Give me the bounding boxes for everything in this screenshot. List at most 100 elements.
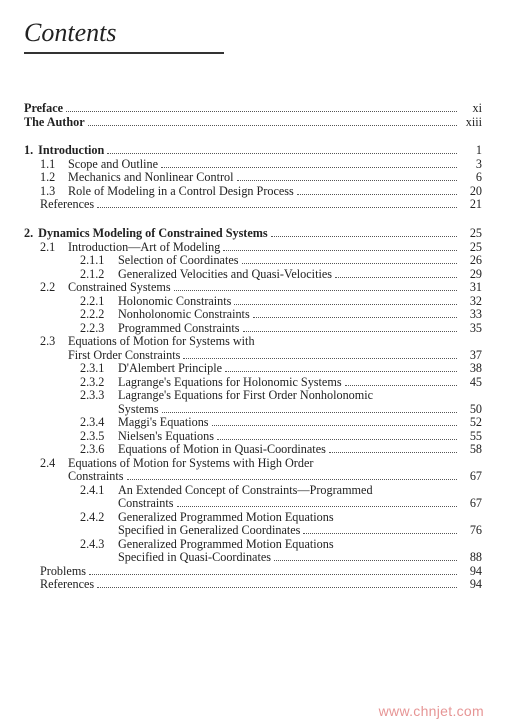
leader-dots	[97, 207, 457, 208]
entry-page: 58	[460, 443, 482, 455]
entry-page: 50	[460, 403, 482, 415]
leader-dots	[297, 194, 457, 195]
entry-label: Systems	[118, 403, 159, 415]
toc-section-2-2: 2.2 Constrained Systems 31	[24, 281, 482, 293]
entry-number: 2.3.3	[80, 389, 118, 401]
leader-dots	[162, 412, 457, 413]
toc-chapter-2: 2. Dynamics Modeling of Constrained Syst…	[24, 227, 482, 239]
entry-number: 2.2.2	[80, 308, 118, 320]
entry-number: 1.2	[40, 171, 68, 183]
toc-subsection-2-3-1: 2.3.1 D'Alembert Principle 38	[24, 362, 482, 374]
leader-dots	[88, 125, 457, 126]
entry-page: 88	[460, 551, 482, 563]
entry-label: Equations of Motion for Systems with	[68, 335, 255, 347]
entry-label: Constraints	[118, 497, 174, 509]
leader-dots	[127, 479, 457, 480]
leader-dots	[161, 167, 457, 168]
toc-subsection-2-1-2: 2.1.2 Generalized Velocities and Quasi-V…	[24, 268, 482, 280]
entry-page: 20	[460, 185, 482, 197]
entry-page: 52	[460, 416, 482, 428]
toc-entry-preface: Preface xi	[24, 102, 482, 114]
entry-label: References	[40, 198, 94, 210]
entry-label: Dynamics Modeling of Constrained Systems	[38, 227, 268, 239]
toc-section-2-1: 2.1 Introduction—Art of Modeling 25	[24, 241, 482, 253]
leader-dots	[66, 111, 457, 112]
toc-subsection-2-2-3: 2.2.3 Programmed Constraints 35	[24, 322, 482, 334]
entry-label: D'Alembert Principle	[118, 362, 222, 374]
entry-page: 55	[460, 430, 482, 442]
toc-subsection-2-4-1-line2: Constraints 67	[24, 497, 482, 509]
leader-dots	[217, 439, 457, 440]
entry-label: The Author	[24, 116, 85, 128]
toc-subsection-2-3-3-line1: 2.3.3 Lagrange's Equations for First Ord…	[24, 389, 482, 401]
entry-number: 2.1.2	[80, 268, 118, 280]
entry-number: 1.1	[40, 158, 68, 170]
entry-number: 2.1	[40, 241, 68, 253]
entry-number: 2.3.6	[80, 443, 118, 455]
leader-dots	[225, 371, 457, 372]
leader-dots	[274, 560, 457, 561]
table-of-contents: Preface xi The Author xiii 1. Introducti…	[24, 102, 482, 590]
leader-dots	[183, 358, 457, 359]
leader-dots	[223, 250, 457, 251]
toc-subsection-2-3-6: 2.3.6 Equations of Motion in Quasi-Coord…	[24, 443, 482, 455]
leader-dots	[329, 452, 457, 453]
entry-page: 3	[460, 158, 482, 170]
entry-label: An Extended Concept of Constraints—Progr…	[118, 484, 373, 496]
entry-page: 21	[460, 198, 482, 210]
entry-number: 2.3.2	[80, 376, 118, 388]
toc-subsection-2-3-3-line2: Systems 50	[24, 403, 482, 415]
toc-subsection-2-4-1-line1: 2.4.1 An Extended Concept of Constraints…	[24, 484, 482, 496]
toc-subsection-2-3-2: 2.3.2 Lagrange's Equations for Holonomic…	[24, 376, 482, 388]
entry-label: Mechanics and Nonlinear Control	[68, 171, 234, 183]
entry-page: 25	[460, 241, 482, 253]
entry-page: 45	[460, 376, 482, 388]
entry-number: 1.3	[40, 185, 68, 197]
toc-section-2-4-line2: Constraints 67	[24, 470, 482, 482]
entry-number: 2.3.1	[80, 362, 118, 374]
entry-page: 67	[460, 497, 482, 509]
entry-number: 2.2	[40, 281, 68, 293]
entry-label: Maggi's Equations	[118, 416, 209, 428]
entry-label: Specified in Generalized Coordinates	[118, 524, 300, 536]
toc-subsection-2-4-3-line2: Specified in Quasi-Coordinates 88	[24, 551, 482, 563]
leader-dots	[253, 317, 457, 318]
toc-ch2-references: References 94	[24, 578, 482, 590]
entry-page: 38	[460, 362, 482, 374]
toc-section-2-3-line1: 2.3 Equations of Motion for Systems with	[24, 335, 482, 347]
entry-label: Nonholonomic Constraints	[118, 308, 250, 320]
leader-dots	[89, 574, 457, 575]
leader-dots	[243, 331, 457, 332]
toc-subsection-2-2-2: 2.2.2 Nonholonomic Constraints 33	[24, 308, 482, 320]
toc-section-2-3-line2: First Order Constraints 37	[24, 349, 482, 361]
leader-dots	[107, 153, 457, 154]
entry-page: 33	[460, 308, 482, 320]
entry-page: 94	[460, 578, 482, 590]
entry-page: 6	[460, 171, 482, 183]
entry-number: 2.1.1	[80, 254, 118, 266]
toc-chapter-1: 1. Introduction 1	[24, 144, 482, 156]
entry-label: Lagrange's Equations for Holonomic Syste…	[118, 376, 342, 388]
toc-subsection-2-4-2-line2: Specified in Generalized Coordinates 76	[24, 524, 482, 536]
entry-label: Equations of Motion in Quasi-Coordinates	[118, 443, 326, 455]
toc-section-1-2: 1.2 Mechanics and Nonlinear Control 6	[24, 171, 482, 183]
toc-section-2-4-line1: 2.4 Equations of Motion for Systems with…	[24, 457, 482, 469]
entry-label: Nielsen's Equations	[118, 430, 214, 442]
entry-page: 32	[460, 295, 482, 307]
entry-number: 2.4.3	[80, 538, 118, 550]
entry-number: 2.3.5	[80, 430, 118, 442]
entry-label: Introduction—Art of Modeling	[68, 241, 220, 253]
entry-number: 2.3.4	[80, 416, 118, 428]
entry-number: 1.	[24, 144, 33, 156]
entry-label: Lagrange's Equations for First Order Non…	[118, 389, 373, 401]
entry-number: 2.	[24, 227, 33, 239]
toc-subsection-2-1-1: 2.1.1 Selection of Coordinates 26	[24, 254, 482, 266]
toc-ch2-problems: Problems 94	[24, 565, 482, 577]
toc-ch1-references: References 21	[24, 198, 482, 210]
entry-number: 2.4.2	[80, 511, 118, 523]
entry-page: 1	[460, 144, 482, 156]
leader-dots	[177, 506, 457, 507]
leader-dots	[174, 290, 457, 291]
entry-number: 2.3	[40, 335, 68, 347]
leader-dots	[237, 180, 457, 181]
